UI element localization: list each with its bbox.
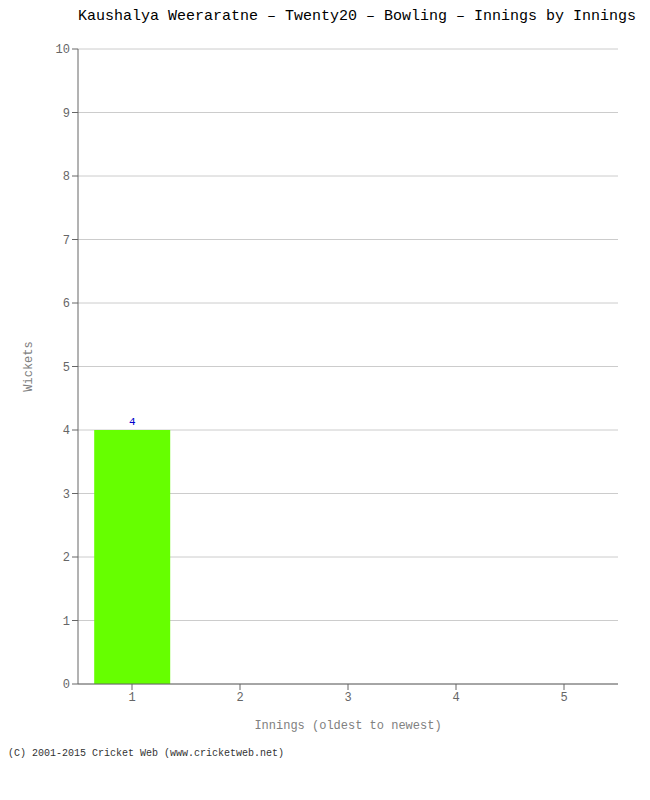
html-text:Kaushalya Weeraratne – Twenty2: Kaushalya Weeraratne – Twenty20 – Bowlin… bbox=[78, 8, 637, 25]
svg-text:7: 7 bbox=[63, 234, 70, 248]
svg-text:Innings (oldest to newest): Innings (oldest to newest) bbox=[254, 719, 441, 733]
svg-text:3: 3 bbox=[344, 691, 351, 705]
svg-text:3: 3 bbox=[63, 488, 70, 502]
svg-text:9: 9 bbox=[63, 107, 70, 121]
svg-text:2: 2 bbox=[236, 691, 243, 705]
svg-text:6: 6 bbox=[63, 297, 70, 311]
svg-text:1: 1 bbox=[128, 691, 135, 705]
html-text:(C) 2001-2015 Cricket Web (www: (C) 2001-2015 Cricket Web (www.cricketwe… bbox=[8, 748, 284, 759]
svg-text:5: 5 bbox=[63, 361, 70, 375]
svg-text:8: 8 bbox=[63, 170, 70, 184]
svg-text:5: 5 bbox=[560, 691, 567, 705]
svg-text:10: 10 bbox=[56, 43, 70, 57]
svg-text:4: 4 bbox=[63, 424, 70, 438]
svg-text:0: 0 bbox=[63, 678, 70, 692]
svg-text:1: 1 bbox=[63, 615, 70, 629]
svg-text:4: 4 bbox=[452, 691, 459, 705]
svg-text:Wickets: Wickets bbox=[22, 341, 36, 391]
svg-text:2: 2 bbox=[63, 551, 70, 565]
svg-text:4: 4 bbox=[129, 416, 136, 428]
